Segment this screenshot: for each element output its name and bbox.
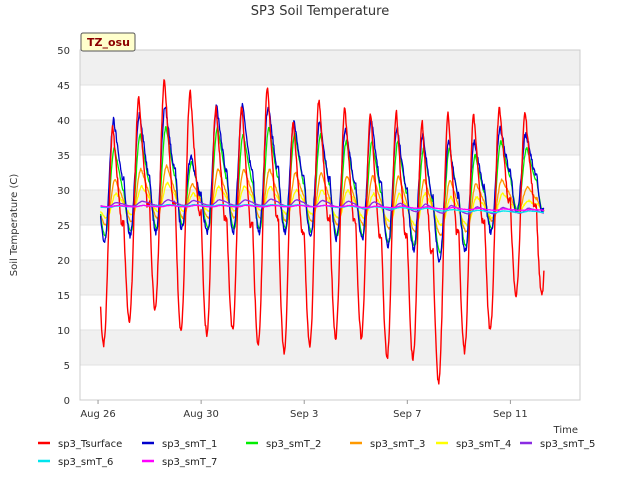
legend-label-sp3_smT_6: sp3_smT_6 bbox=[58, 457, 113, 468]
legend-label-sp3_smT_7: sp3_smT_7 bbox=[162, 457, 217, 468]
x-tick-label: Sep 11 bbox=[493, 409, 528, 420]
y-axis-ticks: 0 5 10 15 20 25 30 35 40 45 50 bbox=[57, 46, 70, 407]
plot-band bbox=[80, 330, 580, 365]
legend-label-sp3_Tsurface: sp3_Tsurface bbox=[58, 439, 122, 450]
plot-band bbox=[80, 260, 580, 295]
legend-label-sp3_smT_4: sp3_smT_4 bbox=[456, 439, 511, 450]
x-tick-label: Sep 3 bbox=[290, 409, 318, 420]
chart-title: SP3 Soil Temperature bbox=[251, 4, 389, 19]
y-tick-label: 50 bbox=[57, 46, 70, 57]
plot-frame bbox=[79, 49, 581, 401]
series-line-sp3_smT_5 bbox=[100, 198, 545, 215]
x-axis-label: Time bbox=[553, 425, 578, 436]
y-tick-label: 35 bbox=[57, 151, 70, 162]
y-tick-label: 40 bbox=[57, 116, 70, 127]
legend-label-sp3_smT_5: sp3_smT_5 bbox=[540, 439, 595, 450]
tz-annotation-label: TZ_osu bbox=[87, 36, 130, 49]
y-tick-label: 10 bbox=[57, 326, 70, 337]
legend-label-sp3_smT_2: sp3_smT_2 bbox=[266, 439, 321, 450]
x-tick-label: Aug 30 bbox=[183, 409, 218, 420]
series-line-sp3_smT_7 bbox=[100, 204, 545, 212]
y-tick-label: 15 bbox=[57, 291, 70, 302]
y-tick-label: 5 bbox=[64, 361, 70, 372]
plot-band bbox=[80, 50, 580, 85]
legend: sp3_Tsurface sp3_smT_1 sp3_smT_2 sp3_smT_3 s… bbox=[38, 439, 595, 468]
y-tick-label: 0 bbox=[64, 396, 70, 407]
plot-band bbox=[80, 295, 580, 330]
legend-label-sp3_smT_1: sp3_smT_1 bbox=[162, 439, 217, 450]
x-tick-label: Aug 26 bbox=[80, 409, 115, 420]
plot-band bbox=[80, 365, 580, 400]
y-axis-label: Soil Temperature (C) bbox=[9, 174, 20, 277]
x-axis-ticks: Aug 26 Aug 30 Sep 3 Sep 7 Sep 11 bbox=[80, 400, 528, 420]
x-tick-label: Sep 7 bbox=[393, 409, 421, 420]
y-tick-label: 30 bbox=[57, 186, 70, 197]
legend-label-sp3_smT_3: sp3_smT_3 bbox=[370, 439, 425, 450]
tz-annotation: TZ_osu bbox=[80, 32, 136, 52]
y-tick-label: 45 bbox=[57, 81, 70, 92]
tz-annotation-box bbox=[80, 32, 136, 52]
series-layer bbox=[99, 79, 545, 385]
plot-band bbox=[80, 85, 580, 120]
y-tick-label: 25 bbox=[57, 221, 70, 232]
y-tick-label: 20 bbox=[57, 256, 70, 267]
